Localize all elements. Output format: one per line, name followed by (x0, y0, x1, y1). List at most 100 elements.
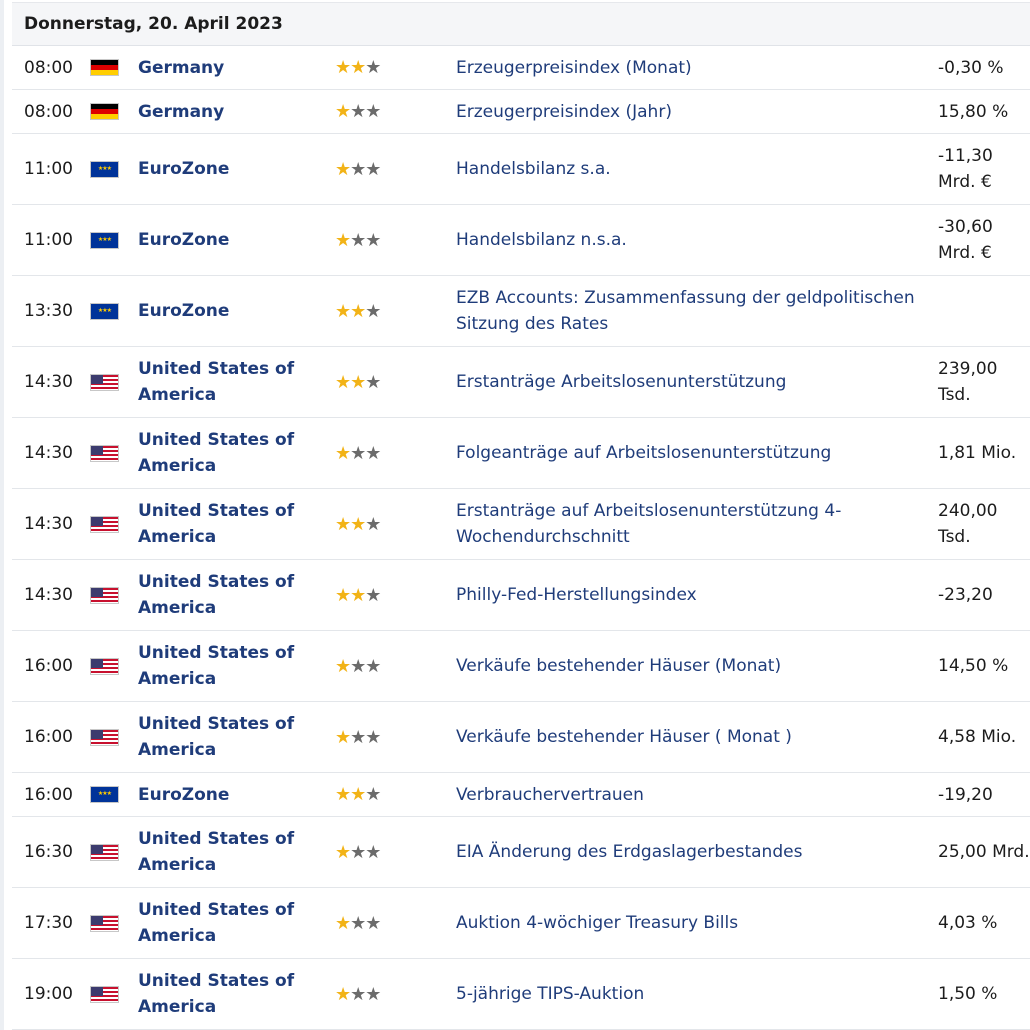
country-link[interactable]: EuroZone (138, 159, 230, 179)
us-flag-icon (90, 515, 119, 533)
star-icon: ★ (350, 300, 366, 322)
star-icon: ★ (335, 229, 351, 251)
event-value: 4,58 Mio. (938, 727, 1017, 747)
country-link[interactable]: United States of America (138, 829, 295, 875)
importance-rating: ★ ★ ★ (335, 372, 456, 393)
star-icon: ★ (335, 912, 351, 934)
event-time: 16:00 (24, 727, 73, 747)
star-icon: ★ (335, 57, 351, 78)
table-row: 11:00 EuroZone ★★★ Handelsbilanz s.a. -1… (12, 134, 1030, 205)
eu-flag-icon (90, 160, 119, 178)
table-row: 14:30 United States of America ★ ★ ★ Ersta… (12, 489, 1030, 560)
star-icon: ★ (365, 983, 381, 1005)
importance-rating: ★ ★ ★ (335, 301, 456, 322)
star-icon: ★ (350, 912, 366, 934)
star-icon: ★ (335, 584, 351, 606)
event-time: 14:30 (24, 514, 73, 534)
event-time: 08:00 (24, 57, 73, 78)
importance-rating: ★ ★ ★ (335, 913, 456, 934)
importance-rating: ★ ★ ★ (335, 984, 456, 1005)
us-flag-icon (90, 914, 119, 932)
left-border (0, 0, 4, 1030)
event-link[interactable]: Verkäufe bestehender Häuser ( Monat ) (456, 727, 792, 747)
event-link[interactable]: EIA Änderung des Erdgaslagerbestandes (456, 842, 803, 862)
importance-rating: ★ ★ ★ (335, 842, 456, 863)
country-link[interactable]: EuroZone (138, 230, 230, 250)
event-link[interactable]: Verkäufe bestehender Häuser (Monat) (456, 656, 782, 676)
star-icon: ★ (335, 983, 351, 1005)
star-icon: ★ (365, 229, 381, 251)
country-link[interactable]: United States of America (138, 359, 295, 405)
table-row: 14:30 United States of America ★ ★ ★ Phill… (12, 560, 1030, 631)
table-row: 17:30 United States of America ★ ★ ★ Aukti… (12, 888, 1030, 959)
star-icon: ★ (335, 784, 351, 805)
table-row: 16:00 United States of America ★ ★ ★ Verkä… (12, 631, 1030, 702)
country-link[interactable]: United States of America (138, 501, 295, 547)
importance-rating: ★ ★ ★ (335, 514, 456, 535)
country-link[interactable]: United States of America (138, 430, 295, 476)
event-value: 25,00 Mrd. (938, 842, 1030, 862)
table-row: 19:00 United States of America ★ ★ ★ 5-jäh… (12, 959, 1030, 1030)
country-link[interactable]: United States of America (138, 900, 295, 946)
event-time: 11:00 (24, 159, 73, 179)
event-link[interactable]: Erzeugerpreisindex (Monat) (456, 57, 692, 78)
country-link[interactable]: EuroZone (138, 301, 230, 321)
importance-rating: ★ ★ ★ (335, 230, 456, 251)
event-value: 240,00 Tsd. (938, 501, 998, 547)
event-time: 13:30 (24, 301, 73, 321)
event-value: -11,30 Mrd. € (938, 146, 993, 192)
star-icon: ★ (335, 841, 351, 863)
us-flag-icon (90, 728, 119, 746)
star-icon: ★ (365, 300, 381, 322)
star-icon: ★ (335, 158, 351, 180)
star-icon: ★ (350, 726, 366, 748)
importance-rating: ★ ★ ★ (335, 727, 456, 748)
germany-flag-icon (90, 59, 119, 76)
event-link[interactable]: Erstanträge auf Arbeitslosenunterstützun… (456, 501, 842, 547)
event-value: -23,20 (938, 585, 993, 605)
event-link[interactable]: Folgeanträge auf Arbeitslosenunterstützu… (456, 443, 832, 463)
us-flag-icon (90, 373, 119, 391)
day-header-label: Donnerstag, 20. April 2023 (24, 14, 283, 34)
table-row: 13:30 EuroZone ★★★ EZB Accounts: Zusamme… (12, 276, 1030, 347)
event-link[interactable]: 5-jährige TIPS-Auktion (456, 984, 645, 1004)
country-link[interactable]: Germany (138, 57, 225, 78)
event-link[interactable]: Erzeugerpreisindex (Jahr) (456, 101, 672, 122)
star-icon: ★ (365, 655, 381, 677)
table-row: 16:30 United States of America ★ ★ ★ EIA Ä… (12, 817, 1030, 888)
table-row: 14:30 United States of America ★ ★ ★ Ersta… (12, 347, 1030, 418)
event-link[interactable]: Erstanträge Arbeitslosenunterstützung (456, 372, 787, 392)
economic-calendar: Donnerstag, 20. April 2023 08:00 Germany… (12, 2, 1030, 1030)
us-flag-icon (90, 985, 119, 1003)
event-link[interactable]: Verbrauchervertrauen (456, 784, 644, 805)
event-link[interactable]: EZB Accounts: Zusammenfassung der geldpo… (456, 288, 915, 334)
country-link[interactable]: Germany (138, 101, 225, 122)
star-icon: ★ (365, 57, 381, 78)
event-link[interactable]: Philly-Fed-Herstellungsindex (456, 585, 697, 605)
country-link[interactable]: United States of America (138, 643, 295, 689)
country-link[interactable]: United States of America (138, 714, 295, 760)
star-icon: ★ (365, 912, 381, 934)
event-value: -19,20 (938, 784, 993, 805)
importance-rating: ★ ★ ★ (335, 585, 456, 606)
event-value: 4,03 % (938, 913, 998, 933)
star-icon: ★ (335, 513, 351, 535)
country-link[interactable]: United States of America (138, 572, 295, 618)
table-row: 16:00 United States of America ★ ★ ★ Verkä… (12, 702, 1030, 773)
country-link[interactable]: EuroZone (138, 784, 230, 805)
event-link[interactable]: Auktion 4-wöchiger Treasury Bills (456, 913, 739, 933)
star-icon: ★ (335, 442, 351, 464)
importance-rating: ★ ★ ★ (335, 101, 456, 122)
event-link[interactable]: Handelsbilanz n.s.a. (456, 230, 627, 250)
star-icon: ★ (365, 371, 381, 393)
star-icon: ★ (365, 726, 381, 748)
event-time: 14:30 (24, 372, 73, 392)
event-time: 16:00 (24, 656, 73, 676)
importance-rating: ★ ★ ★ (335, 57, 456, 78)
star-icon: ★ (350, 513, 366, 535)
event-link[interactable]: Handelsbilanz s.a. (456, 159, 611, 179)
event-time: 19:00 (24, 984, 73, 1004)
us-flag-icon (90, 843, 119, 861)
country-link[interactable]: United States of America (138, 971, 295, 1017)
star-icon: ★ (365, 584, 381, 606)
